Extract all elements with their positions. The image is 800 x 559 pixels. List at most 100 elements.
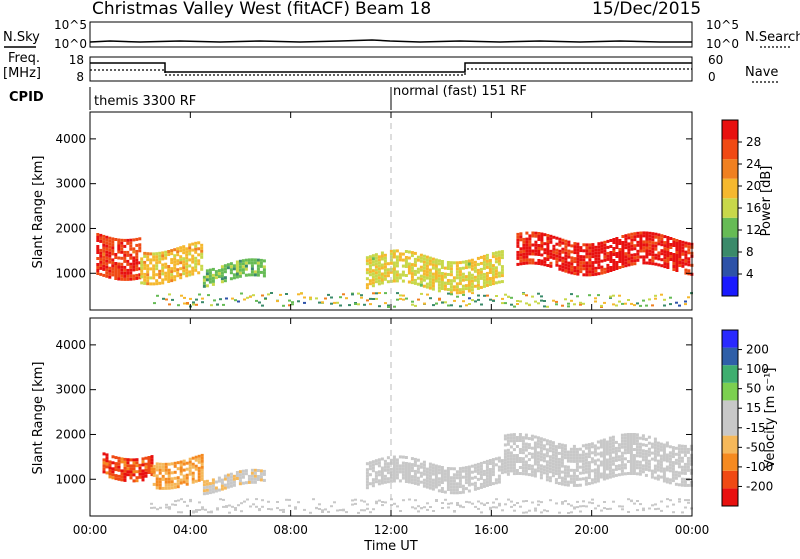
data-cell	[509, 469, 513, 473]
data-cell	[164, 483, 168, 487]
data-cell	[250, 477, 254, 481]
data-cell	[102, 246, 106, 250]
data-cell	[435, 499, 438, 501]
data-cell	[147, 468, 151, 471]
data-cell	[102, 249, 106, 253]
data-cell	[569, 474, 573, 478]
data-cell	[384, 501, 387, 504]
data-cell	[657, 254, 661, 258]
data-cell	[581, 444, 585, 448]
data-cell	[132, 473, 136, 477]
data-cell	[114, 274, 118, 277]
data-cell	[518, 472, 522, 475]
data-cell	[620, 454, 624, 458]
data-cell	[582, 261, 586, 265]
data-cell	[639, 240, 643, 244]
data-cell	[168, 303, 171, 306]
data-cell	[603, 258, 607, 262]
data-cell	[330, 302, 333, 305]
data-cell	[617, 455, 621, 459]
data-cell	[194, 268, 198, 272]
data-cell	[185, 467, 189, 471]
data-cell	[167, 277, 171, 280]
data-cell	[182, 245, 186, 249]
data-cell	[155, 282, 159, 286]
data-cell	[554, 472, 558, 476]
data-cell	[519, 253, 523, 257]
data-cell	[506, 436, 510, 440]
data-cell	[464, 481, 468, 485]
data-cell	[510, 303, 513, 306]
data-cell	[158, 272, 162, 276]
data-cell	[105, 268, 109, 272]
data-cell	[594, 254, 598, 258]
data-cell	[617, 464, 621, 468]
data-cell	[623, 445, 627, 449]
data-cell	[503, 434, 507, 438]
data-cell	[645, 234, 649, 238]
data-cell	[253, 261, 257, 265]
data-cell	[482, 260, 486, 264]
data-cell	[605, 443, 609, 447]
data-cell	[468, 501, 471, 504]
data-cell	[108, 254, 112, 258]
data-cell	[423, 506, 426, 509]
data-cell	[126, 277, 130, 281]
data-cell	[662, 443, 666, 447]
data-cell	[485, 474, 489, 478]
data-cell	[513, 305, 516, 308]
data-cell	[146, 282, 150, 286]
data-cell	[636, 258, 640, 262]
data-cell	[211, 282, 215, 286]
data-cell	[240, 510, 243, 513]
data-cell	[459, 504, 462, 507]
data-cell	[186, 504, 189, 507]
data-cell	[225, 297, 228, 300]
data-cell	[618, 242, 622, 245]
data-cell	[603, 267, 607, 271]
data-cell	[226, 482, 230, 486]
data-cell	[554, 445, 558, 449]
data-cell	[510, 505, 513, 508]
data-cell	[407, 271, 411, 275]
data-cell	[147, 465, 151, 468]
data-cell	[587, 476, 591, 480]
data-cell	[545, 442, 549, 446]
data-cell	[256, 267, 260, 271]
data-cell	[363, 509, 366, 512]
data-cell	[594, 245, 598, 249]
data-cell	[99, 236, 103, 240]
data-cell	[605, 467, 609, 471]
data-cell	[525, 252, 529, 256]
data-cell	[597, 248, 601, 252]
data-cell	[678, 258, 682, 261]
data-cell	[585, 267, 589, 271]
data-cell	[548, 461, 552, 465]
data-cell	[140, 263, 144, 267]
data-cell	[195, 509, 198, 511]
data-cell	[539, 458, 543, 462]
data-cell	[393, 305, 396, 308]
data-cell	[452, 467, 456, 471]
data-cell	[684, 256, 688, 260]
data-cell	[663, 265, 667, 269]
data-cell	[488, 480, 492, 483]
data-cell	[668, 445, 672, 449]
data-cell	[120, 268, 124, 272]
data-cell	[488, 283, 492, 286]
data-cell	[419, 471, 423, 475]
data-cell	[214, 276, 218, 280]
data-cell	[540, 295, 543, 298]
data-cell	[633, 256, 637, 260]
data-cell	[208, 271, 212, 275]
data-cell	[117, 277, 121, 281]
data-cell	[282, 304, 285, 307]
data-cell	[470, 282, 474, 286]
data-cell	[683, 468, 687, 472]
data-cell	[446, 261, 450, 264]
data-cell	[413, 463, 417, 467]
data-cell	[369, 297, 372, 300]
data-cell	[551, 450, 555, 454]
colorbar-tick-label: 28	[746, 135, 761, 149]
data-cell	[573, 257, 577, 261]
